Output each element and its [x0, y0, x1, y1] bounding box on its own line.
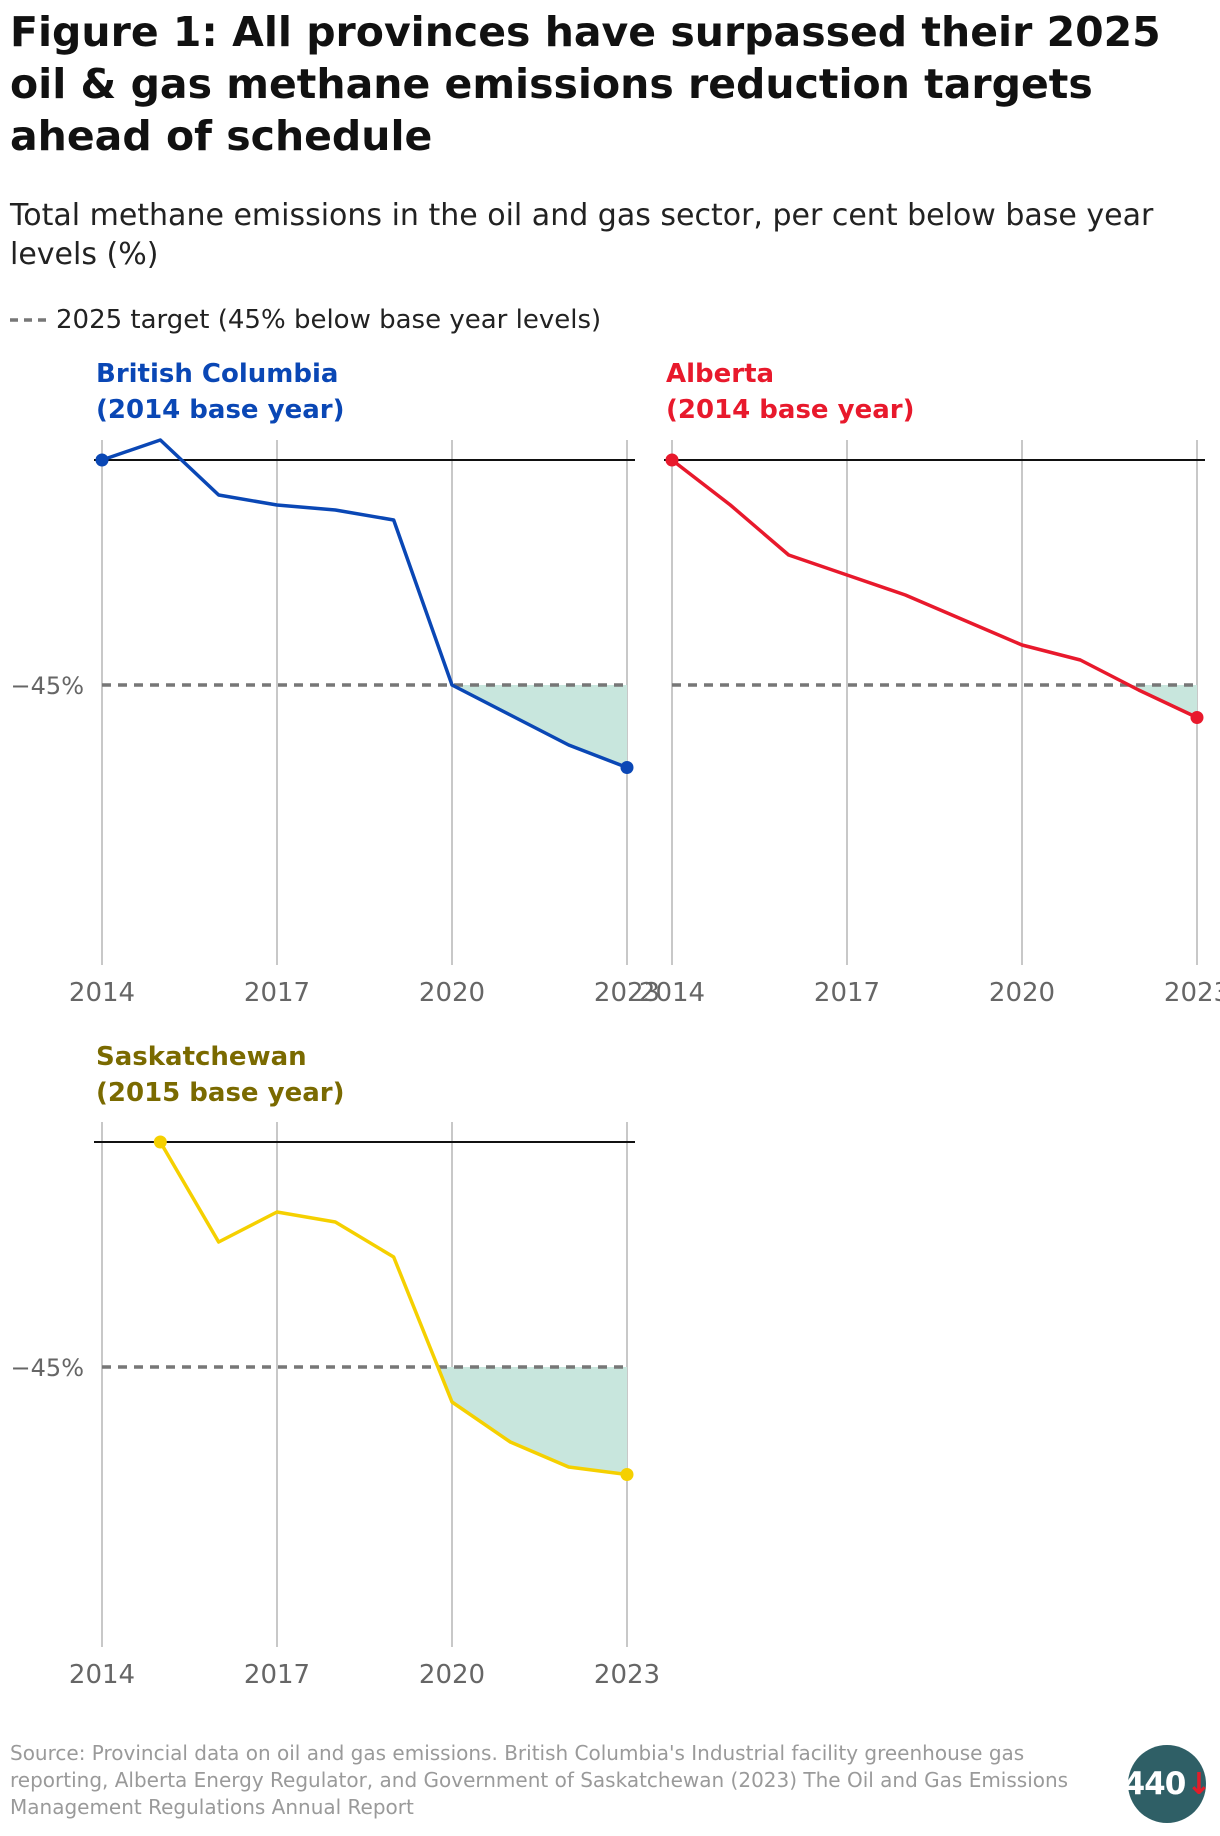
saskatchewan-target-label: −45%	[11, 1354, 84, 1382]
logo-text: 440	[1123, 1766, 1187, 1802]
legend: 2025 target (45% below base year levels)	[10, 300, 601, 340]
alberta-x-tick-label-2020: 2020	[989, 978, 1055, 1008]
saskatchewan-x-tick-label-2014: 2014	[69, 1660, 135, 1690]
figure-title: Figure 1: All provinces have surpassed t…	[10, 8, 1161, 160]
alberta-end-point	[1190, 711, 1204, 724]
british-columbia-emissions-line	[101, 438, 628, 770]
british-columbia-x-tick-label-2023: 2023	[594, 978, 660, 1008]
source-note: Source: Provincial data on oil and gas e…	[10, 1741, 1069, 1819]
saskatchewan-ahead-of-target-area	[437, 1367, 627, 1475]
alberta-title: Alberta	[666, 359, 774, 389]
alberta-x-tick-label-2023: 2023	[1164, 978, 1220, 1008]
saskatchewan-x-tick-label-2020: 2020	[419, 1660, 485, 1690]
alberta-emissions-line	[670, 458, 1198, 720]
british-columbia-x-tick-label-2020: 2020	[419, 978, 485, 1008]
saskatchewan-title: Saskatchewan	[96, 1042, 307, 1072]
british-columbia-x-tick-label-2017: 2017	[244, 978, 310, 1008]
alberta-x-tick-label-2014: 2014	[639, 978, 705, 1008]
alberta-base-year-label: (2014 base year)	[666, 395, 914, 425]
british-columbia-title: British Columbia	[96, 359, 338, 389]
saskatchewan-emissions-line	[158, 1141, 628, 1477]
saskatchewan-end-point	[620, 1468, 634, 1481]
british-columbia-end-point	[620, 761, 634, 774]
legend-target-label: 2025 target (45% below base year levels)	[56, 305, 602, 335]
440-logo: 440 ↓	[1124, 1745, 1211, 1823]
british-columbia-x-tick-label-2014: 2014	[69, 978, 135, 1008]
alberta-x-tick-label-2017: 2017	[814, 978, 880, 1008]
british-columbia-panel: British Columbia (2014 base year) 2014 2017…	[11, 359, 661, 1008]
down-arrow-icon: ↓	[1186, 1766, 1211, 1802]
alberta-start-point	[665, 453, 679, 467]
figure-subtitle: Total methane emissions in the oil and g…	[10, 198, 1154, 272]
saskatchewan-x-tick-label-2017: 2017	[244, 1660, 310, 1690]
british-columbia-target-label: −45%	[11, 672, 84, 700]
saskatchewan-panel: Saskatchewan (2015 base year) 2014 2017 2020…	[11, 1042, 661, 1690]
saskatchewan-start-point	[153, 1135, 167, 1149]
british-columbia-base-year-label: (2014 base year)	[96, 395, 344, 425]
target-line-swatch	[10, 318, 46, 322]
saskatchewan-x-tick-label-2023: 2023	[594, 1660, 660, 1690]
british-columbia-start-point	[95, 453, 109, 467]
saskatchewan-base-year-label: (2015 base year)	[96, 1078, 344, 1108]
alberta-panel: Alberta (2014 base year) 2014 2017 2020 2023	[639, 359, 1220, 1008]
